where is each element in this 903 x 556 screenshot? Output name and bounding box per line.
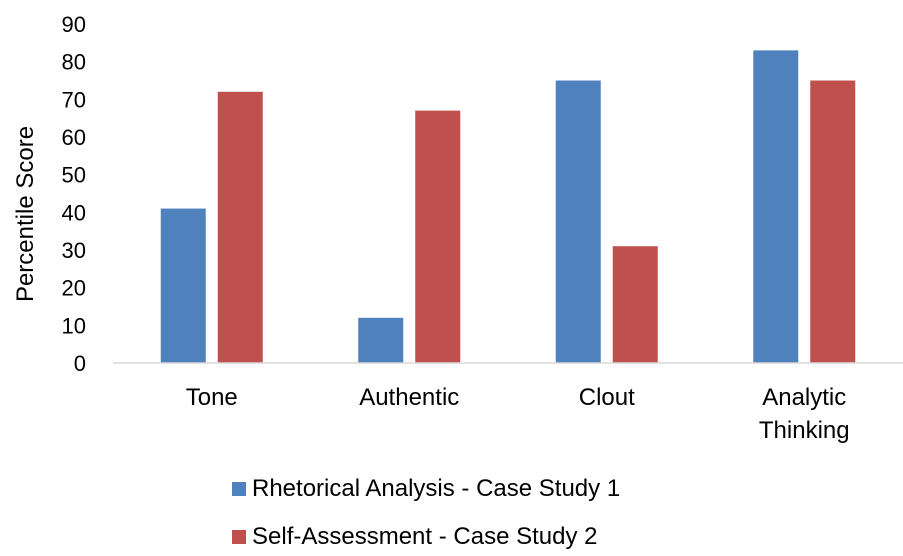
bar-series-2-0 xyxy=(217,91,263,364)
y-tick-label: 20 xyxy=(62,276,86,301)
x-tick-label: Authentic xyxy=(359,384,459,411)
legend-label: Rhetorical Analysis - Case Study 1 xyxy=(252,475,620,502)
legend: Rhetorical Analysis - Case Study 1 Self-A… xyxy=(232,475,620,550)
x-tick-label: Thinking xyxy=(759,417,850,444)
y-tick-label: 50 xyxy=(62,163,86,188)
bar-series-1-1 xyxy=(358,317,404,363)
y-axis-label: Percentile Score xyxy=(12,126,39,302)
legend-swatch xyxy=(232,482,246,496)
y-tick-label: 30 xyxy=(62,238,86,263)
x-tick-label: Tone xyxy=(186,384,238,411)
x-tick-label: Clout xyxy=(579,384,635,411)
y-tick-label: 90 xyxy=(62,12,86,37)
bar-series-1-3 xyxy=(753,50,799,363)
y-axis-ticks: 0 10 20 30 40 50 60 70 80 90 xyxy=(62,12,86,376)
bar-series-1-2 xyxy=(555,80,601,363)
legend-swatch xyxy=(232,530,246,544)
bar-series-2-2 xyxy=(612,246,658,363)
x-tick-label: Analytic xyxy=(762,384,846,411)
bar-series-2-1 xyxy=(415,110,461,363)
y-tick-label: 40 xyxy=(62,200,86,225)
y-tick-label: 10 xyxy=(62,313,86,338)
y-tick-label: 0 xyxy=(74,351,86,376)
legend-label: Self-Assessment - Case Study 2 xyxy=(252,523,597,550)
x-axis-tick-labels: Tone Authentic Clout Analytic Thinking xyxy=(186,384,850,444)
bar-series-2-3 xyxy=(810,80,856,363)
bar-series-1-0 xyxy=(160,208,206,363)
y-tick-label: 80 xyxy=(62,50,86,75)
y-tick-label: 70 xyxy=(62,87,86,112)
y-tick-label: 60 xyxy=(62,125,86,150)
bars xyxy=(160,50,856,364)
